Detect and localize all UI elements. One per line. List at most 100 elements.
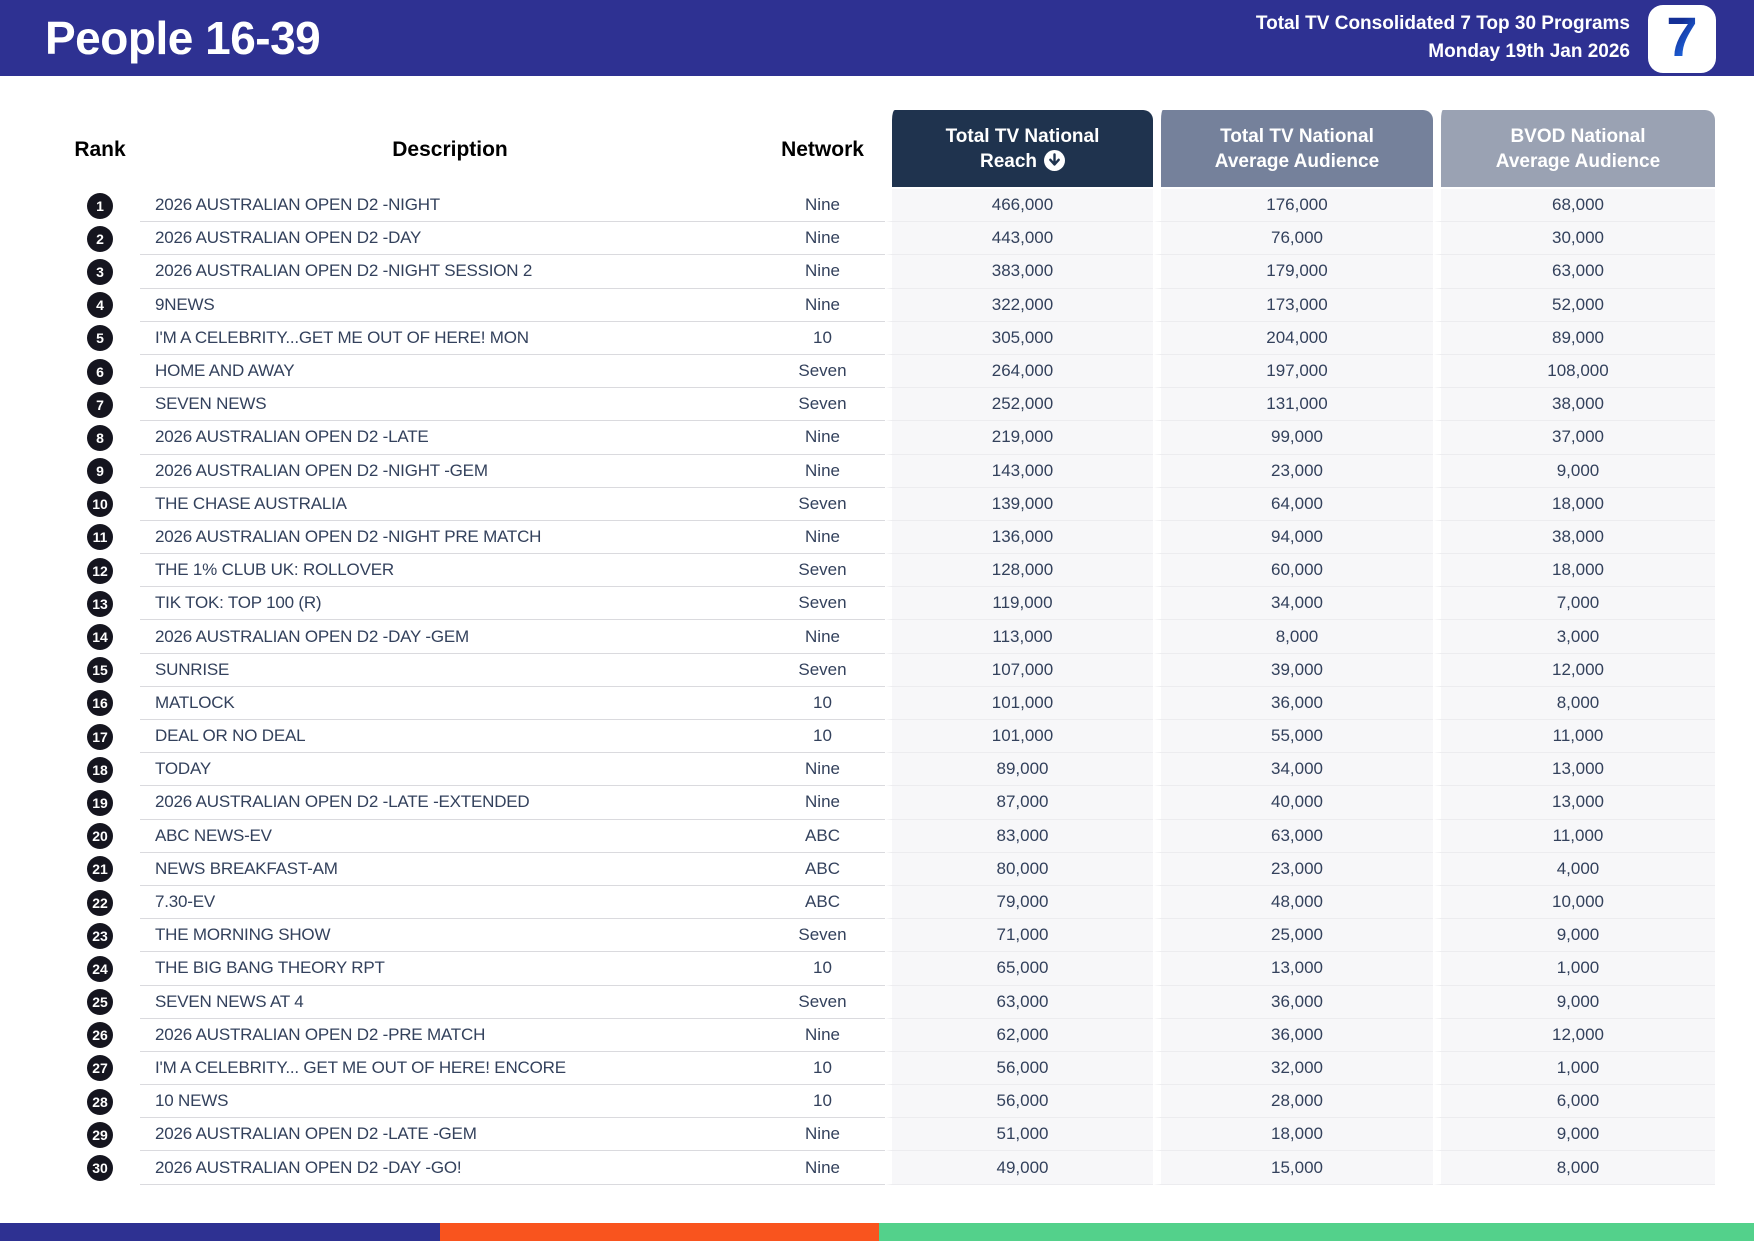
rank-cell: 13 (60, 587, 140, 620)
total-tv-average-audience-value: 179,000 (1153, 255, 1433, 289)
bvod-average-audience-value: 52,000 (1433, 288, 1715, 322)
rank-badge: 17 (87, 723, 113, 750)
bvod-average-audience-value: 18,000 (1433, 487, 1715, 521)
rank-number: 14 (92, 629, 108, 646)
rank-badge: 9 (87, 458, 113, 485)
column-header-bvod-average-audience[interactable]: BVOD National Average Audience (1433, 110, 1715, 187)
bvod-average-audience-value: 9,000 (1433, 985, 1715, 1019)
bvod-average-audience-value: 9,000 (1433, 454, 1715, 488)
total-tv-average-audience-value: 99,000 (1153, 421, 1433, 455)
total-tv-reach-value: 56,000 (885, 1051, 1153, 1086)
rank-cell: 22 (60, 886, 140, 919)
rank-number: 19 (92, 794, 108, 811)
network-name: Nine (760, 1151, 885, 1185)
bvod-average-audience-value: 13,000 (1433, 753, 1715, 787)
program-description: MATLOCK (140, 687, 760, 720)
rank-badge: 3 (87, 258, 113, 285)
total-tv-average-audience-value: 60,000 (1153, 554, 1433, 588)
program-description: SEVEN NEWS AT 4 (140, 986, 760, 1019)
bvod-average-audience-value: 6,000 (1433, 1085, 1715, 1119)
total-tv-reach-value: 113,000 (885, 620, 1153, 654)
rank-number: 17 (92, 728, 108, 745)
table-row: 26 2026 AUSTRALIAN OPEN D2 -PRE MATCH Ni… (60, 1018, 1715, 1052)
rank-badge: 11 (87, 524, 113, 551)
rank-number: 22 (92, 894, 108, 911)
table-row: 15 SUNRISE Seven 107,000 39,000 12,000 (60, 653, 1715, 687)
rank-cell: 4 (60, 289, 140, 322)
network-name: Seven (760, 587, 885, 621)
footer-segment-green (878, 1223, 1754, 1241)
table-row: 10 THE CHASE AUSTRALIA Seven 139,000 64,… (60, 487, 1715, 521)
total-tv-average-audience-value: 36,000 (1153, 686, 1433, 720)
table-row: 29 2026 AUSTRALIAN OPEN D2 -LATE -GEM Ni… (60, 1118, 1715, 1152)
total-tv-reach-value: 51,000 (885, 1118, 1153, 1152)
program-description: 2026 AUSTRALIAN OPEN D2 -NIGHT SESSION 2 (140, 255, 760, 289)
program-description: 10 NEWS (140, 1085, 760, 1119)
total-tv-reach-value: 49,000 (885, 1151, 1153, 1185)
program-description: 7.30-EV (140, 886, 760, 920)
rank-badge: 2 (87, 225, 113, 252)
column-header-rank: Rank (74, 137, 126, 161)
rank-number: 1 (96, 197, 104, 214)
rank-badge: 24 (87, 955, 113, 982)
rank-number: 25 (92, 994, 108, 1011)
program-description: I'M A CELEBRITY...GET ME OUT OF HERE! MO… (140, 322, 760, 355)
program-description: SEVEN NEWS (140, 388, 760, 422)
total-tv-reach-value: 119,000 (885, 587, 1153, 621)
table-row: 17 DEAL OR NO DEAL 10 101,000 55,000 11,… (60, 720, 1715, 754)
table-row: 30 2026 AUSTRALIAN OPEN D2 -DAY -GO! Nin… (60, 1151, 1715, 1185)
column-header-total-tv-average-audience[interactable]: Total TV National Average Audience (1153, 110, 1433, 187)
total-tv-average-audience-value: 28,000 (1153, 1085, 1433, 1119)
program-description: ABC NEWS-EV (140, 820, 760, 853)
table-row: 16 MATLOCK 10 101,000 36,000 8,000 (60, 686, 1715, 720)
program-description: THE BIG BANG THEORY RPT (140, 952, 760, 986)
program-description: 2026 AUSTRALIAN OPEN D2 -NIGHT -GEM (140, 455, 760, 488)
table-row: 21 NEWS BREAKFAST-AM ABC 80,000 23,000 4… (60, 852, 1715, 886)
total-tv-average-audience-value: 131,000 (1153, 388, 1433, 422)
program-description: DEAL OR NO DEAL (140, 720, 760, 754)
network-name: Nine (760, 455, 885, 488)
network-name: Seven (760, 388, 885, 422)
bvod-average-audience-value: 8,000 (1433, 1151, 1715, 1185)
rank-badge: 21 (87, 856, 113, 883)
total-tv-average-audience-value: 13,000 (1153, 952, 1433, 986)
rank-cell: 2 (60, 222, 140, 255)
total-tv-reach-value: 63,000 (885, 985, 1153, 1019)
rank-cell: 25 (60, 986, 140, 1019)
rank-number: 20 (92, 828, 108, 845)
total-tv-average-audience-value: 173,000 (1153, 288, 1433, 322)
rank-cell: 21 (60, 853, 140, 886)
network-name: ABC (760, 886, 885, 920)
program-description: THE MORNING SHOW (140, 919, 760, 953)
total-tv-average-audience-value: 18,000 (1153, 1118, 1433, 1152)
rank-number: 5 (96, 330, 104, 347)
rank-number: 23 (92, 927, 108, 944)
bvod-header-line2: Average Audience (1495, 150, 1661, 172)
rank-badge: 29 (87, 1121, 113, 1148)
bvod-average-audience-value: 89,000 (1433, 321, 1715, 355)
sort-descending-icon[interactable] (1044, 149, 1066, 171)
table-row: 19 2026 AUSTRALIAN OPEN D2 -LATE -EXTEND… (60, 786, 1715, 820)
network-name: Nine (760, 255, 885, 289)
network-name: Seven (760, 355, 885, 389)
total-tv-average-audience-value: 40,000 (1153, 786, 1433, 820)
program-description: 2026 AUSTRALIAN OPEN D2 -NIGHT (140, 189, 760, 223)
rank-number: 29 (92, 1126, 108, 1143)
table-row: 4 9NEWS Nine 322,000 173,000 52,000 (60, 288, 1715, 322)
bvod-average-audience-value: 10,000 (1433, 885, 1715, 920)
rank-cell: 6 (60, 355, 140, 388)
rank-badge: 16 (87, 690, 113, 717)
program-description: 9NEWS (140, 289, 760, 322)
rank-badge: 15 (87, 657, 113, 684)
table-row: 18 TODAY Nine 89,000 34,000 13,000 (60, 753, 1715, 787)
column-header-total-tv-reach[interactable]: Total TV National Reach (885, 110, 1153, 187)
rank-cell: 24 (60, 952, 140, 985)
bvod-average-audience-value: 18,000 (1433, 554, 1715, 588)
bvod-average-audience-value: 1,000 (1433, 952, 1715, 986)
total-tv-reach-value: 101,000 (885, 720, 1153, 754)
program-description: 2026 AUSTRALIAN OPEN D2 -NIGHT PRE MATCH (140, 521, 760, 555)
total-tv-average-audience-value: 197,000 (1153, 354, 1433, 389)
rank-number: 11 (92, 529, 108, 546)
bvod-average-audience-value: 68,000 (1433, 189, 1715, 223)
rank-number: 12 (92, 562, 108, 579)
